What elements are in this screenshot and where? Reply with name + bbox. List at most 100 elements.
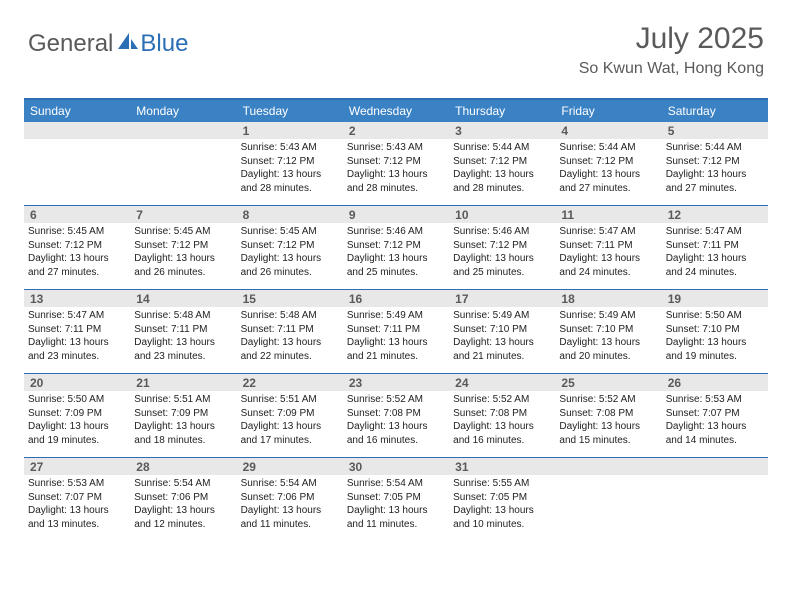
day-number: 3 [449,122,555,139]
day-cell: 25Sunrise: 5:52 AMSunset: 7:08 PMDayligh… [555,374,661,447]
week-row: 6 Sunrise: 5:45 AMSunset: 7:12 PMDaylight… [24,206,768,290]
day-body: Sunrise: 5:47 AMSunset: 7:11 PMDaylight:… [24,307,130,363]
day-cell: 16Sunrise: 5:49 AMSunset: 7:11 PMDayligh… [343,290,449,363]
day-cell: 19Sunrise: 5:50 AMSunset: 7:10 PMDayligh… [662,290,768,363]
day-body: Sunrise: 5:45 AMSunset: 7:12 PMDaylight:… [237,223,343,279]
day-cell: 6Sunrise: 5:45 AMSunset: 7:12 PMDaylight… [24,206,130,279]
day-number: 22 [237,374,343,391]
day-cell: 2Sunrise: 5:43 AMSunset: 7:12 PMDaylight… [343,122,449,195]
logo-text-2: Blue [140,30,188,58]
day-cell: 20Sunrise: 5:50 AMSunset: 7:09 PMDayligh… [24,374,130,447]
day-body: Sunrise: 5:51 AMSunset: 7:09 PMDaylight:… [237,391,343,447]
weekday-header: Thursday [449,100,555,122]
weekday-header: Wednesday [343,100,449,122]
day-number: 9 [343,206,449,223]
day-body: Sunrise: 5:54 AMSunset: 7:06 PMDaylight:… [130,475,236,531]
empty-day [662,458,768,475]
day-cell: 18Sunrise: 5:49 AMSunset: 7:10 PMDayligh… [555,290,661,363]
day-number: 12 [662,206,768,223]
day-body: Sunrise: 5:50 AMSunset: 7:10 PMDaylight:… [662,307,768,363]
day-number: 18 [555,290,661,307]
week-row: 1Sunrise: 5:43 AMSunset: 7:12 PMDaylight… [24,122,768,206]
day-cell: 26Sunrise: 5:53 AMSunset: 7:07 PMDayligh… [662,374,768,447]
day-cell: 31Sunrise: 5:55 AMSunset: 7:05 PMDayligh… [449,458,555,531]
day-number: 23 [343,374,449,391]
day-cell: 28Sunrise: 5:54 AMSunset: 7:06 PMDayligh… [130,458,236,531]
day-body: Sunrise: 5:47 AMSunset: 7:11 PMDaylight:… [555,223,661,279]
empty-day [555,458,661,475]
day-body: Sunrise: 5:53 AMSunset: 7:07 PMDaylight:… [24,475,130,531]
day-number: 26 [662,374,768,391]
day-number: 10 [449,206,555,223]
day-body: Sunrise: 5:52 AMSunset: 7:08 PMDaylight:… [555,391,661,447]
day-body: Sunrise: 5:47 AMSunset: 7:11 PMDaylight:… [662,223,768,279]
day-number: 15 [237,290,343,307]
day-body: Sunrise: 5:49 AMSunset: 7:11 PMDaylight:… [343,307,449,363]
day-cell [24,122,130,195]
day-cell [662,458,768,531]
day-number: 13 [24,290,130,307]
day-number: 21 [130,374,236,391]
day-body: Sunrise: 5:48 AMSunset: 7:11 PMDaylight:… [130,307,236,363]
day-number: 2 [343,122,449,139]
calendar: SundayMondayTuesdayWednesdayThursdayFrid… [24,98,768,541]
day-body: Sunrise: 5:43 AMSunset: 7:12 PMDaylight:… [343,139,449,195]
day-body: Sunrise: 5:54 AMSunset: 7:06 PMDaylight:… [237,475,343,531]
weekday-header-row: SundayMondayTuesdayWednesdayThursdayFrid… [24,100,768,122]
day-cell: 29Sunrise: 5:54 AMSunset: 7:06 PMDayligh… [237,458,343,531]
day-body: Sunrise: 5:48 AMSunset: 7:11 PMDaylight:… [237,307,343,363]
day-number: 6 [24,206,130,223]
day-number: 17 [449,290,555,307]
day-cell: 5Sunrise: 5:44 AMSunset: 7:12 PMDaylight… [662,122,768,195]
day-cell: 24Sunrise: 5:52 AMSunset: 7:08 PMDayligh… [449,374,555,447]
header-right: July 2025 So Kwun Wat, Hong Kong [579,22,764,78]
day-number: 4 [555,122,661,139]
day-number: 1 [237,122,343,139]
day-number: 30 [343,458,449,475]
day-body: Sunrise: 5:46 AMSunset: 7:12 PMDaylight:… [343,223,449,279]
day-cell: 23Sunrise: 5:52 AMSunset: 7:08 PMDayligh… [343,374,449,447]
day-number: 24 [449,374,555,391]
day-body: Sunrise: 5:53 AMSunset: 7:07 PMDaylight:… [662,391,768,447]
day-cell [130,122,236,195]
day-number: 8 [237,206,343,223]
day-body: Sunrise: 5:52 AMSunset: 7:08 PMDaylight:… [449,391,555,447]
day-body: Sunrise: 5:50 AMSunset: 7:09 PMDaylight:… [24,391,130,447]
day-body: Sunrise: 5:46 AMSunset: 7:12 PMDaylight:… [449,223,555,279]
day-cell: 7Sunrise: 5:45 AMSunset: 7:12 PMDaylight… [130,206,236,279]
empty-day [130,122,236,139]
logo: General Blue [28,30,188,58]
day-cell: 14Sunrise: 5:48 AMSunset: 7:11 PMDayligh… [130,290,236,363]
week-row: 20Sunrise: 5:50 AMSunset: 7:09 PMDayligh… [24,374,768,458]
day-body: Sunrise: 5:55 AMSunset: 7:05 PMDaylight:… [449,475,555,531]
day-number: 20 [24,374,130,391]
month-title: July 2025 [579,22,764,56]
day-cell: 3Sunrise: 5:44 AMSunset: 7:12 PMDaylight… [449,122,555,195]
day-number: 27 [24,458,130,475]
day-number: 29 [237,458,343,475]
day-body: Sunrise: 5:49 AMSunset: 7:10 PMDaylight:… [555,307,661,363]
location-text: So Kwun Wat, Hong Kong [579,60,764,78]
day-cell: 9Sunrise: 5:46 AMSunset: 7:12 PMDaylight… [343,206,449,279]
day-body: Sunrise: 5:49 AMSunset: 7:10 PMDaylight:… [449,307,555,363]
day-cell: 4Sunrise: 5:44 AMSunset: 7:12 PMDaylight… [555,122,661,195]
day-cell: 12Sunrise: 5:47 AMSunset: 7:11 PMDayligh… [662,206,768,279]
day-number: 11 [555,206,661,223]
day-number: 19 [662,290,768,307]
day-cell: 21Sunrise: 5:51 AMSunset: 7:09 PMDayligh… [130,374,236,447]
day-cell: 17Sunrise: 5:49 AMSunset: 7:10 PMDayligh… [449,290,555,363]
day-number: 7 [130,206,236,223]
weekday-header: Saturday [662,100,768,122]
week-row: 27Sunrise: 5:53 AMSunset: 7:07 PMDayligh… [24,458,768,541]
day-cell: 30Sunrise: 5:54 AMSunset: 7:05 PMDayligh… [343,458,449,531]
weekday-header: Sunday [24,100,130,122]
day-body: Sunrise: 5:52 AMSunset: 7:08 PMDaylight:… [343,391,449,447]
day-cell: 10Sunrise: 5:46 AMSunset: 7:12 PMDayligh… [449,206,555,279]
day-cell: 8Sunrise: 5:45 AMSunset: 7:12 PMDaylight… [237,206,343,279]
day-number: 31 [449,458,555,475]
day-body: Sunrise: 5:44 AMSunset: 7:12 PMDaylight:… [449,139,555,195]
day-cell: 13Sunrise: 5:47 AMSunset: 7:11 PMDayligh… [24,290,130,363]
empty-day [24,122,130,139]
day-body: Sunrise: 5:54 AMSunset: 7:05 PMDaylight:… [343,475,449,531]
weekday-header: Monday [130,100,236,122]
